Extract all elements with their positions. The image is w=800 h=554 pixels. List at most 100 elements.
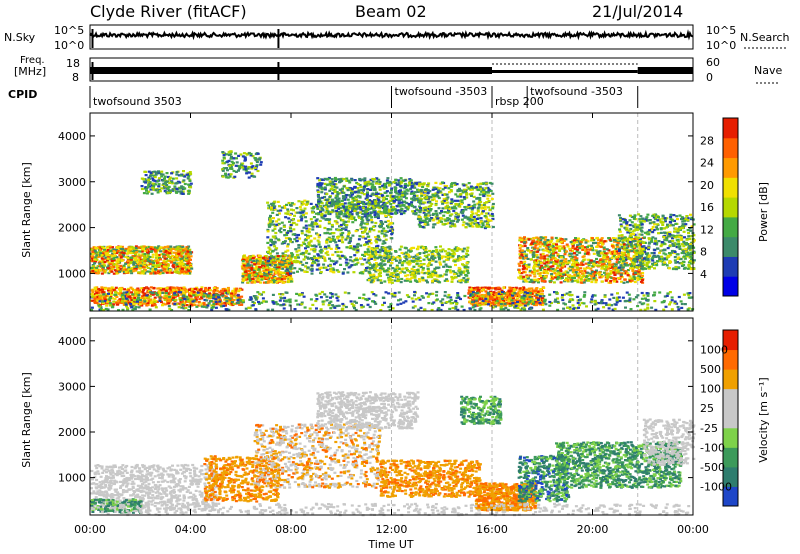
echo-cell <box>336 212 340 215</box>
echo-cell <box>412 255 416 259</box>
echo-cell <box>202 303 206 306</box>
echo-cell <box>275 223 279 226</box>
echo-cell <box>331 209 335 212</box>
nave-tick-top: 60 <box>706 56 720 69</box>
echo-cell <box>377 225 381 228</box>
echo-cell <box>221 302 225 305</box>
echo-cell <box>450 278 454 281</box>
echo-cell <box>342 206 346 209</box>
echo-cell <box>396 279 400 283</box>
date-title: 21/Jul/2014 <box>592 2 683 21</box>
echo-cell <box>156 271 160 275</box>
echo-cell <box>303 199 307 202</box>
echo-cell <box>439 274 443 277</box>
echo-cell <box>470 194 473 197</box>
echo-cell <box>283 254 287 257</box>
echo-cell <box>328 240 332 243</box>
echo-cell <box>250 267 254 270</box>
echo-cell <box>121 268 125 271</box>
echo-cell <box>163 268 167 271</box>
echo-cell <box>122 266 126 269</box>
echo-cell <box>479 187 483 190</box>
echo-cell <box>435 200 438 203</box>
echo-cell <box>185 263 189 266</box>
echo-cell <box>198 288 202 291</box>
echo-cell <box>339 232 343 235</box>
echo-cell <box>116 299 120 302</box>
echo-cell <box>152 302 156 305</box>
echo-cell <box>116 303 120 306</box>
echo-cell <box>190 267 194 270</box>
echo-cell <box>304 233 308 236</box>
echo-cell <box>419 199 423 202</box>
echo-cell <box>315 203 318 206</box>
echo-cell <box>163 245 167 249</box>
echo-cell <box>359 208 363 211</box>
echo-cell <box>137 289 141 292</box>
echo-cell <box>435 214 439 217</box>
echo-cell <box>175 254 179 258</box>
echo-cell <box>386 208 389 211</box>
echo-cell <box>426 267 430 270</box>
freq-label-2: [MHz] <box>14 65 46 78</box>
echo-cell <box>489 189 493 193</box>
echo-cell <box>358 184 362 187</box>
echo-cell <box>481 210 485 213</box>
echo-cell <box>383 203 387 206</box>
echo-cell <box>138 250 142 253</box>
echo-cell <box>278 205 281 208</box>
echo-cell <box>359 271 363 274</box>
echo-cell <box>309 248 313 251</box>
echo-cell <box>343 256 347 259</box>
echo-cell <box>296 270 299 273</box>
echo-cell <box>394 178 398 181</box>
echo-cell <box>270 255 274 258</box>
echo-cell <box>359 257 362 260</box>
echo-cell <box>176 246 180 249</box>
echo-cell <box>160 287 164 290</box>
echo-cell <box>262 281 266 284</box>
echo-cell <box>300 232 304 235</box>
echo-cell <box>367 180 371 183</box>
echo-cell <box>431 226 435 229</box>
echo-cell <box>345 258 349 261</box>
echo-cell <box>316 205 320 208</box>
echo-cell <box>461 224 465 227</box>
echo-cell <box>384 211 388 214</box>
echo-cell <box>289 230 293 233</box>
echo-cell <box>391 267 395 270</box>
echo-cell <box>133 269 137 272</box>
echo-cell <box>334 196 338 199</box>
echo-cell <box>286 272 290 275</box>
echo-cell <box>351 196 355 199</box>
echo-cell <box>230 295 234 298</box>
echo-cell <box>289 265 292 268</box>
echo-cell <box>132 263 136 266</box>
echo-cell <box>378 186 382 189</box>
echo-cell <box>288 260 292 263</box>
echo-cell <box>107 289 110 292</box>
echo-cell <box>172 289 176 292</box>
echo-cell <box>374 239 378 242</box>
echo-cell <box>295 260 299 263</box>
echo-cell <box>216 303 220 306</box>
echo-cell <box>188 270 192 273</box>
echo-cell <box>361 207 365 210</box>
echo-cell <box>250 261 254 264</box>
echo-cell <box>151 248 155 251</box>
echo-cell <box>257 268 261 271</box>
echo-cell <box>310 222 314 225</box>
echo-cell <box>490 182 494 185</box>
echo-cell <box>267 224 271 227</box>
echo-cell <box>241 275 245 278</box>
echo-cell <box>113 259 117 262</box>
echo-cell <box>243 256 247 259</box>
echo-cell <box>327 264 331 267</box>
echo-cell <box>168 259 172 263</box>
echo-cell <box>363 179 367 182</box>
echo-cell <box>241 260 245 263</box>
echo-cell <box>381 222 385 225</box>
echo-cell <box>477 225 481 228</box>
echo-cell <box>360 216 364 219</box>
echo-cell <box>412 265 416 268</box>
